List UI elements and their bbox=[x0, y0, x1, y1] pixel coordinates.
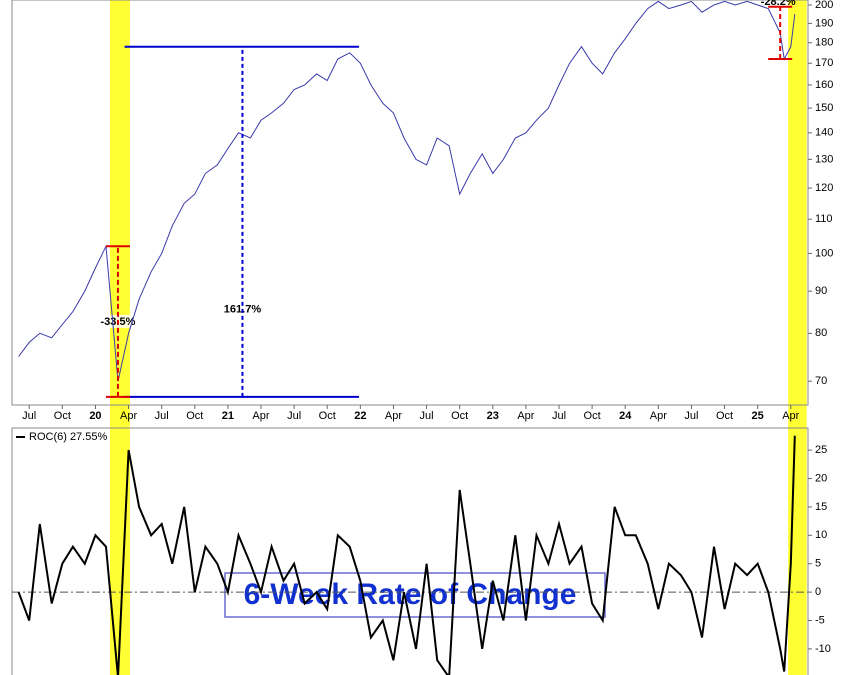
y-tick-label: 80 bbox=[815, 327, 827, 339]
x-tick-label: Apr bbox=[517, 410, 534, 422]
y-tick-label: -10 bbox=[815, 643, 831, 655]
y-tick-label: 5 bbox=[815, 558, 821, 570]
x-tick-label: Jul bbox=[552, 410, 566, 422]
x-tick-label: Oct bbox=[186, 410, 203, 422]
y-tick-label: 200 bbox=[815, 0, 833, 11]
x-tick-label: Jul bbox=[155, 410, 169, 422]
y-tick-label: 110 bbox=[815, 213, 833, 225]
y-tick-label: 170 bbox=[815, 57, 833, 69]
x-tick-label: 23 bbox=[487, 410, 499, 422]
y-tick-label: 0 bbox=[815, 586, 821, 598]
x-tick-label: Apr bbox=[252, 410, 269, 422]
y-tick-label: 15 bbox=[815, 501, 827, 513]
highlight-band bbox=[110, 0, 130, 675]
roc-frame bbox=[11, 427, 809, 675]
y-tick-label: 10 bbox=[815, 529, 827, 541]
axes: 708090100110120130140150160170180190200J… bbox=[11, 0, 833, 675]
x-tick-label: Jul bbox=[684, 410, 698, 422]
legend-label: ROC(6) 27.55% bbox=[29, 431, 107, 443]
x-tick-label: Apr bbox=[120, 410, 137, 422]
x-tick-label: Apr bbox=[650, 410, 667, 422]
x-tick-label: Jul bbox=[287, 410, 301, 422]
measure-label: -28.2% bbox=[761, 0, 796, 8]
y-tick-label: 20 bbox=[815, 472, 827, 484]
x-tick-label: Oct bbox=[584, 410, 601, 422]
x-tick-label: 20 bbox=[89, 410, 101, 422]
price-frame bbox=[11, 0, 809, 406]
roc-panel bbox=[12, 435, 808, 675]
y-tick-label: 120 bbox=[815, 182, 833, 194]
y-tick-label: 150 bbox=[815, 102, 833, 114]
y-tick-label: 180 bbox=[815, 37, 833, 49]
y-tick-label: 100 bbox=[815, 247, 833, 259]
x-tick-label: Apr bbox=[385, 410, 402, 422]
x-tick-label: Oct bbox=[54, 410, 71, 422]
roc-title: 6-Week Rate of Change bbox=[244, 578, 577, 611]
title-box bbox=[224, 572, 606, 618]
x-tick-label: Jul bbox=[420, 410, 434, 422]
y-tick-label: 190 bbox=[815, 17, 833, 29]
x-tick-label: 24 bbox=[619, 410, 632, 422]
x-tick-label: Jul bbox=[22, 410, 36, 422]
y-tick-label: 130 bbox=[815, 153, 833, 165]
x-tick-label: 21 bbox=[222, 410, 234, 422]
y-tick-label: -5 bbox=[815, 614, 825, 626]
x-tick-label: Oct bbox=[716, 410, 733, 422]
data-line bbox=[17, 435, 796, 675]
x-tick-label: Oct bbox=[451, 410, 468, 422]
y-tick-label: 160 bbox=[815, 79, 833, 91]
x-tick-label: 25 bbox=[752, 410, 764, 422]
y-tick-label: 140 bbox=[815, 127, 833, 139]
x-tick-label: 22 bbox=[354, 410, 366, 422]
price-panel bbox=[18, 0, 796, 398]
data-line bbox=[18, 0, 796, 382]
y-tick-label: 25 bbox=[815, 444, 827, 456]
y-tick-label: 90 bbox=[815, 285, 827, 297]
x-tick-label: Apr bbox=[782, 410, 799, 422]
x-tick-label: Oct bbox=[319, 410, 336, 422]
y-tick-label: 70 bbox=[815, 375, 827, 387]
